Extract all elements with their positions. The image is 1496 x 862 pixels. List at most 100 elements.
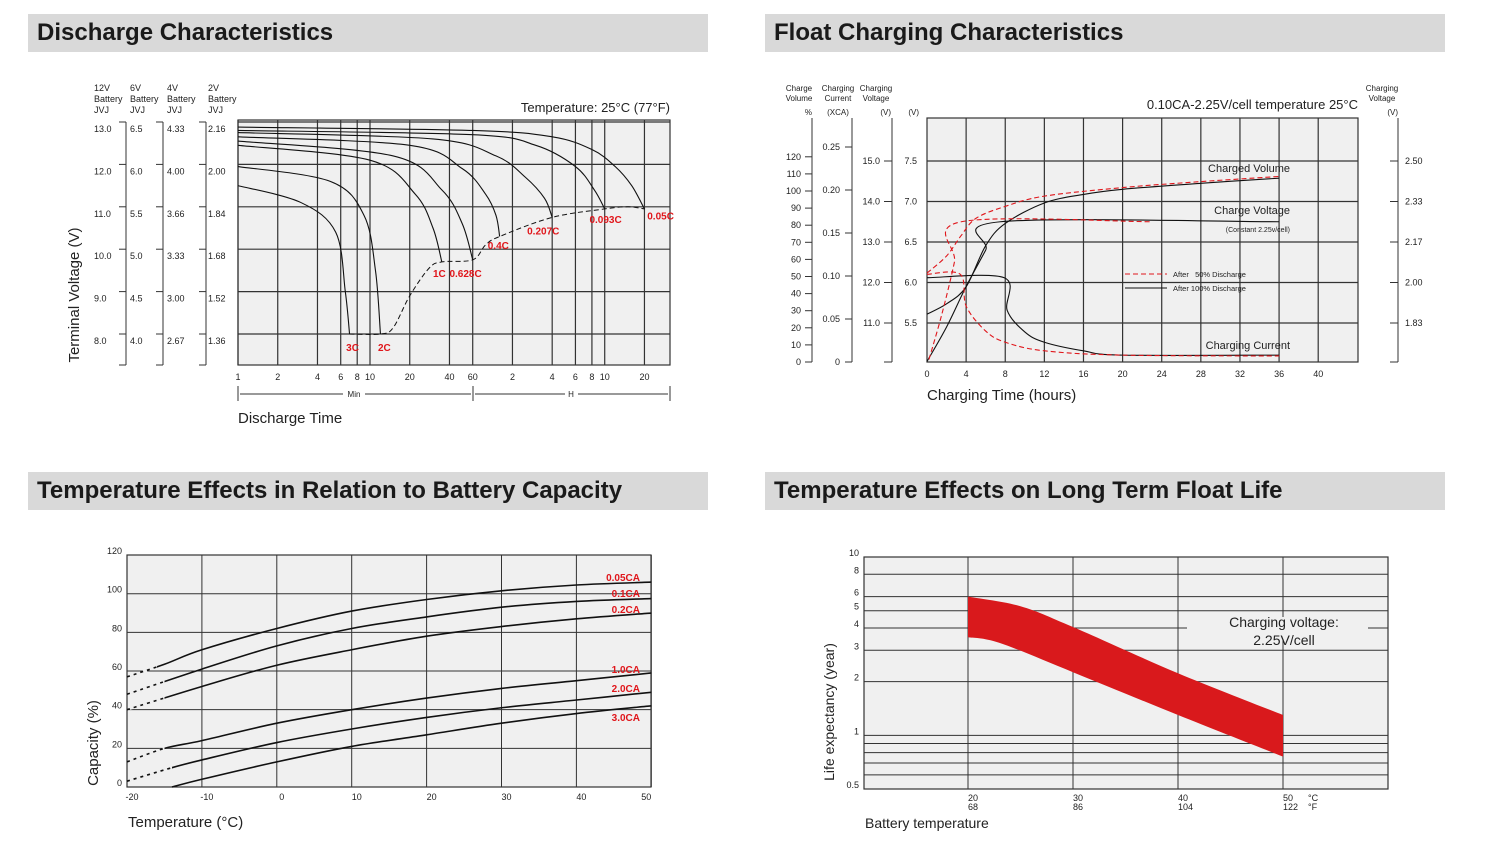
y-tick-label: 2.50 [1405, 156, 1423, 166]
capacity-curve-0.1CA [126, 597, 652, 695]
y-tick-label: 13.0 [862, 237, 880, 247]
scale-header: JVJ [208, 105, 223, 115]
annotation-line1: Charging voltage: [1229, 614, 1339, 630]
plot-area [926, 117, 1359, 363]
x-tick-label: 28 [1196, 369, 1206, 379]
y-tick-label: 9.0 [94, 294, 107, 304]
life-ylabel: Life expectancy (year) [821, 643, 837, 781]
x-tick-label: 0 [924, 369, 929, 379]
x-tick-label: 8 [355, 372, 360, 382]
x-tick-label: 2 [275, 372, 280, 382]
discharge-curve-0.4C [237, 136, 501, 237]
curve-label: 0.4C [488, 241, 509, 252]
y-tick-label: 1.83 [1405, 318, 1423, 328]
y-tick-label: 2.17 [1405, 237, 1423, 247]
y-tick-label: 4.33 [167, 124, 185, 134]
axis-header: Volume [786, 94, 813, 103]
y-tick-label: 1.52 [208, 294, 226, 304]
x-tick-label-f: 104 [1178, 802, 1193, 812]
x-tick-label: 8 [1003, 369, 1008, 379]
scale-header: 12V [94, 83, 110, 93]
curve-label: 0.207C [527, 226, 559, 237]
y-tick-label: 5.5 [130, 209, 143, 219]
x-tick-label: 12 [1039, 369, 1049, 379]
y-tick-label: 2.67 [167, 336, 185, 346]
scale-header: 6V [130, 83, 141, 93]
y-tick-label: 1 [854, 726, 859, 736]
y-tick-label: 100 [107, 585, 122, 595]
x-tick-label: 40 [1313, 369, 1323, 379]
scale-header: JVJ [94, 105, 109, 115]
x-tick-label-c: 30 [1073, 793, 1083, 803]
legend-label-50: After 50% Discharge [1173, 270, 1246, 279]
y-tick-label: 8 [854, 565, 859, 575]
label-constant-voltage: (Constant 2.25v/cell) [1226, 227, 1290, 234]
axis-header: Voltage [1369, 94, 1396, 103]
discharge-curve-0.207C [237, 132, 553, 218]
y-tick-label: 6.5 [904, 237, 917, 247]
y-tick-label: 0.5 [846, 780, 859, 790]
curve-label: 0.628C [449, 269, 481, 280]
discharge-xlabel: Discharge Time [238, 410, 342, 427]
x-unit-f: °F [1308, 802, 1318, 812]
curve-label: 3C [346, 343, 359, 354]
y-tick-label: 80 [791, 220, 801, 230]
x-tick-label-c: 20 [968, 793, 978, 803]
y-tick-label: 3.66 [167, 209, 185, 219]
float-xlabel: Charging Time (hours) [927, 387, 1076, 404]
x-tick-label: 6 [573, 372, 578, 382]
x-tick-label-f: 122 [1283, 802, 1298, 812]
x-tick-label: -20 [125, 792, 138, 802]
y-tick-label: 12.0 [862, 278, 880, 288]
x-tick-label: 6 [338, 372, 343, 382]
annotation-box [1187, 617, 1368, 639]
curve-label: 1.0CA [612, 665, 640, 676]
curve-label: 3.0CA [612, 713, 640, 724]
axis-header: Charging [860, 84, 892, 93]
header-temp-capacity: Temperature Effects in Relation to Batte… [28, 472, 708, 510]
scale-header: Battery [94, 94, 123, 104]
end-voltage-dashed-line [349, 206, 645, 335]
y-tick-label: 5.5 [904, 318, 917, 328]
y-tick-label: 7.5 [904, 156, 917, 166]
x-tick-label: 16 [1078, 369, 1088, 379]
capacity-ylabel: Capacity (%) [85, 700, 102, 786]
y-tick-label: 120 [786, 152, 801, 162]
discharge-curve-3C [237, 185, 351, 335]
x-tick-label: -10 [200, 792, 213, 802]
y-tick-label: 5.0 [130, 251, 143, 261]
x-tick-label: 20 [1118, 369, 1128, 379]
y-tick-label: 0.15 [822, 228, 840, 238]
y-tick-label: 0 [796, 357, 801, 367]
y-tick-label: 15.0 [862, 156, 880, 166]
capacity-curve-1.0CA [126, 672, 652, 763]
axis-header: Charging [822, 84, 854, 93]
x-tick-label-f: 86 [1073, 802, 1083, 812]
x-tick-label: 10 [365, 372, 375, 382]
x-tick-label: 50 [641, 792, 651, 802]
discharge-curve-0.093C [237, 129, 606, 210]
scale-header: JVJ [167, 105, 182, 115]
y-tick-label: 40 [112, 701, 122, 711]
float-life-chart: Battery temperature Life expectancy (yea… [821, 548, 1389, 831]
curve-label: 0.1CA [612, 589, 640, 600]
discharge-curve-1C [237, 144, 443, 263]
discharge-curve-0.628C [237, 140, 474, 260]
min-unit-label: Min [348, 390, 361, 399]
y-tick-label: 2.00 [1405, 278, 1423, 288]
life-expectancy-band [968, 596, 1283, 757]
x-tick-label: 20 [405, 372, 415, 382]
discharge-curve-2C [237, 165, 382, 335]
x-tick-label: 20 [427, 792, 437, 802]
x-tick-label: 20 [639, 372, 649, 382]
y-tick-label: 8.0 [94, 336, 107, 346]
y-tick-label: 10 [849, 548, 859, 558]
x-tick-label: 40 [576, 792, 586, 802]
y-tick-label: 60 [791, 254, 801, 264]
y-tick-label: 60 [112, 662, 122, 672]
header-discharge: Discharge Characteristics [28, 14, 708, 52]
curve-label: 1C [433, 269, 446, 280]
discharge-title: Temperature: 25°C (77°F) [521, 100, 670, 115]
y-tick-label: 5 [854, 602, 859, 612]
